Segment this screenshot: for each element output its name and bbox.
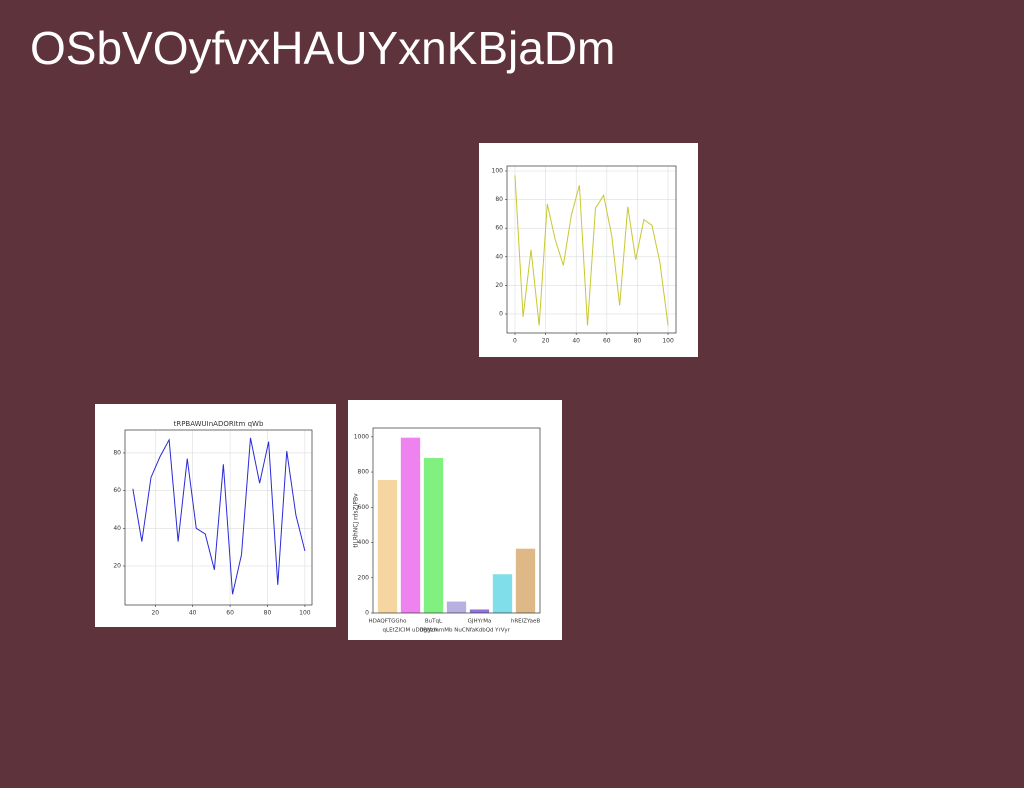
x-tick-label: DggzmmMb NuCNfaKdbQd: [419, 628, 493, 634]
x-tick-label: 60: [603, 338, 611, 345]
x-tick-label: GJHYrMa: [468, 619, 492, 625]
y-tick-label: 200: [358, 574, 370, 581]
chart: tILRhNCJ rdsZJPBv 0 200 400 600 800 1000 HDAQFT…: [348, 400, 562, 640]
y-tick-label: 60: [495, 225, 503, 232]
y-tick-label: 0: [365, 610, 369, 617]
x-tick-label: qLEtZICIM uDdBMdk: [383, 628, 440, 634]
bar: [515, 548, 536, 613]
y-tick-label: 80: [113, 449, 121, 456]
x-tick-label: 20: [542, 338, 550, 345]
y-tick-label: 40: [495, 253, 503, 260]
bar: [423, 457, 444, 613]
page-title: OSbVOyfvxHAUYxnKBjaDm: [30, 22, 615, 74]
y-tick-label: 400: [358, 539, 370, 546]
chart-background: [479, 143, 698, 357]
y-axis-label: tILRhNCJ rdsZJPBv: [353, 493, 360, 548]
chart-title: tRPBAWUInADORItm qWb: [174, 420, 264, 428]
y-tick-label: 100: [492, 168, 504, 175]
x-tick-label: YrVyr: [494, 628, 510, 634]
bar: [400, 437, 421, 613]
y-tick-label: 1000: [354, 433, 369, 440]
x-tick-label: hREIZYaeB: [511, 619, 541, 625]
y-tick-label: 20: [113, 563, 121, 570]
chart: 0 20 40 60 80 100 0 20 40 60 80 100: [479, 143, 698, 357]
y-tick-label: 60: [113, 487, 121, 494]
chart: tRPBAWUInADORItm qWb 20 40 60 80 20 40 60 80 100: [95, 404, 336, 627]
bar: [446, 601, 467, 613]
x-tick-label: 100: [299, 610, 311, 617]
plot-frame: [372, 427, 541, 614]
line-series: [514, 175, 669, 326]
x-tick-label: HDAQFTGGho: [368, 619, 407, 625]
y-tick-label: 80: [495, 196, 503, 203]
line-series: [132, 437, 306, 595]
bar: [377, 479, 398, 613]
plot-frame: [124, 429, 313, 606]
x-tick-label: 0: [513, 338, 517, 345]
chart-background: [95, 404, 336, 627]
y-tick-label: 40: [113, 525, 121, 532]
y-tick-label: 0: [499, 310, 503, 317]
x-tick-label: 80: [634, 338, 642, 345]
x-tick-label: 80: [264, 610, 272, 617]
bar: [492, 574, 513, 613]
x-tick-label: 60: [226, 610, 234, 617]
y-tick-label: 20: [495, 282, 503, 289]
x-tick-label: 20: [151, 610, 159, 617]
y-tick-label: 800: [358, 469, 370, 476]
bar: [469, 609, 490, 613]
plot-frame: [506, 165, 677, 334]
x-tick-label: BuTqL: [425, 619, 443, 625]
x-tick-label: 40: [572, 338, 580, 345]
x-tick-label: 40: [189, 610, 197, 617]
x-tick-label: 100: [662, 338, 674, 345]
y-tick-label: 600: [358, 504, 370, 511]
